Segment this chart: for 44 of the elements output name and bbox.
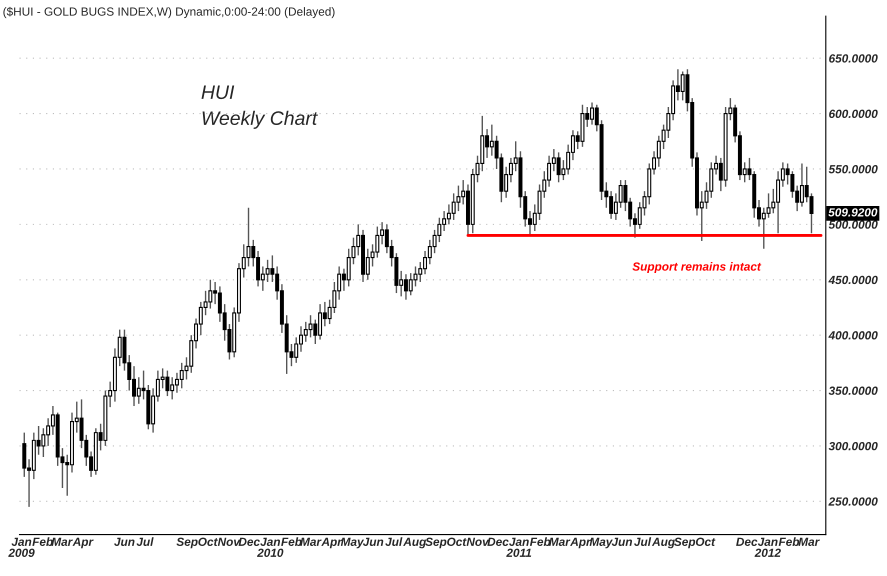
y-tick-label: 550.0000 — [828, 165, 878, 174]
x-tick-label: Mar — [51, 538, 73, 546]
annotation: Support remains intact — [632, 262, 762, 274]
x-tick-label: Aug — [652, 538, 675, 548]
x-tick-label: Jul — [136, 537, 154, 546]
chart-title: ($HUI - GOLD BUGS INDEX,W) Dynamic,0:00-24:00 (Delayed) — [3, 6, 335, 18]
x-tick-label: Nov — [466, 538, 490, 546]
x-tick-label: Feb — [32, 537, 53, 546]
x-tick-label: May — [340, 538, 364, 548]
x-tick-label: Nov — [218, 538, 240, 546]
x-tick-label: Mar — [549, 538, 570, 546]
y-tick-label: 300.0000 — [828, 442, 878, 450]
x-tick-label: Feb — [281, 537, 302, 546]
x-tick-label: Aug — [403, 538, 426, 548]
y-tick-label: 450.0000 — [828, 276, 878, 284]
x-tick-label: Oct — [696, 538, 716, 546]
x-tick-label: Jun — [612, 538, 632, 546]
annotation: HUI — [202, 86, 234, 100]
x-tick-label: Oct — [447, 538, 467, 546]
x-tick-label: Feb — [530, 537, 550, 546]
y-tick-label: 250.0000 — [828, 497, 878, 506]
y-tick-label: 650.0000 — [829, 54, 878, 63]
x-tick-label: May — [590, 538, 613, 548]
x-tick-label: Sep — [176, 538, 198, 548]
x-tick-label: Jun — [362, 538, 384, 546]
text: 509.9200 — [828, 208, 878, 217]
x-tick-label: Jul — [385, 537, 402, 546]
x-tick-label: Apr — [570, 538, 592, 548]
y-tick-label: 600.0000 — [829, 110, 878, 118]
x-tick-label: Sep — [425, 538, 446, 548]
x-tick-label: Apr — [321, 538, 342, 548]
y-tick-label: 500.0000 — [828, 220, 878, 229]
x-tick-label: Sep — [674, 538, 696, 548]
x-tick-label: Mar — [798, 538, 820, 546]
x-tick-label: Jun — [114, 538, 134, 546]
x-tick-label: Jul — [634, 537, 652, 546]
y-tick-label: 350.0000 — [828, 386, 878, 395]
x-tick-label: Feb — [778, 537, 800, 546]
y-tick-label: 400.0000 — [828, 331, 878, 340]
x-tick-label: Oct — [198, 538, 218, 546]
x-tick-label: Apr — [72, 538, 94, 548]
x-tick-label: Dec — [487, 538, 509, 546]
x-tick-label: Mar — [300, 538, 322, 546]
annotation: Weekly Chart — [202, 110, 318, 129]
